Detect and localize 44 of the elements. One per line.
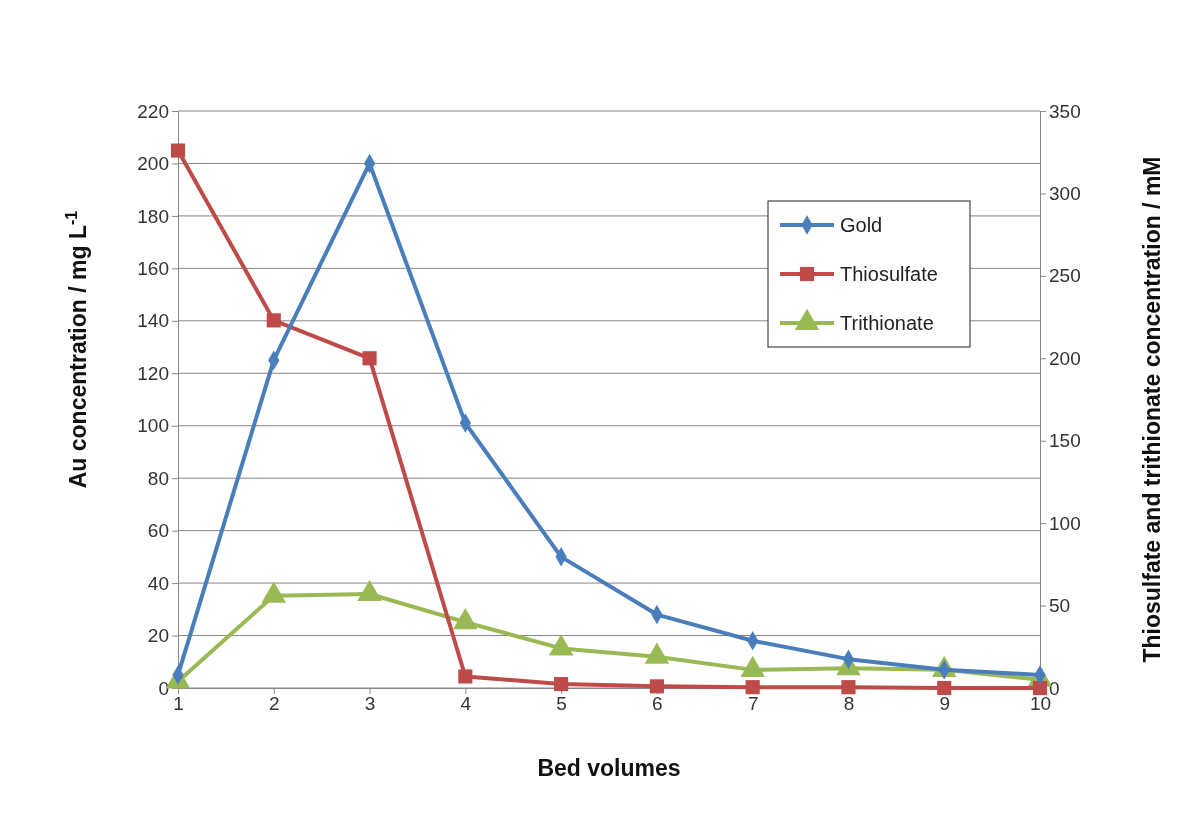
legend-label: Gold	[840, 214, 883, 236]
y2-tick-label: 350	[1049, 100, 1081, 122]
x-tick-label: 7	[747, 693, 759, 715]
y2-axis-title: Thiosulfate and trithionate concentration / mM	[1139, 156, 1165, 663]
x-tick-label: 2	[268, 693, 280, 715]
x-tick-label: 4	[460, 693, 472, 715]
y-tick-label: 180	[137, 205, 169, 227]
x-tick-label: 1	[173, 693, 184, 715]
point	[362, 351, 377, 366]
y2-tick-label: 50	[1049, 595, 1071, 617]
y2-tick-label: 150	[1049, 430, 1081, 452]
y2-tick-label: 250	[1049, 265, 1081, 287]
y-tick-label: 200	[137, 153, 169, 175]
point	[170, 143, 186, 158]
y2-tick-label: 100	[1049, 512, 1081, 534]
x-axis-title: Bed volumes	[537, 755, 681, 781]
x-tick-label: 3	[364, 693, 376, 715]
y-tick-label: 0	[158, 677, 169, 699]
x-tick-label: 8	[843, 693, 855, 715]
point	[548, 634, 574, 656]
point	[644, 642, 670, 664]
legend-label: Trithionate	[840, 312, 934, 334]
x-tick-label: 6	[652, 693, 663, 715]
y2-tick-label: 0	[1049, 677, 1060, 699]
point	[357, 579, 382, 602]
x-tick-label: 9	[939, 693, 951, 715]
y-tick-label: 20	[147, 625, 169, 647]
point	[266, 313, 281, 328]
y-tick-label: 60	[147, 520, 169, 542]
y-tick-label: 100	[137, 415, 169, 437]
y-tick-label: 40	[147, 572, 169, 594]
y2-tick-label: 300	[1049, 183, 1081, 205]
point	[261, 581, 287, 603]
y-tick-label: 120	[137, 362, 169, 384]
x-tick-label: 10	[1029, 693, 1052, 715]
y-tick-label: 140	[137, 310, 169, 332]
x-tick-label: 5	[556, 693, 567, 715]
y-tick-label: 220	[137, 100, 169, 122]
point	[740, 655, 765, 677]
y-tick-label: 80	[147, 467, 169, 489]
y2-tick-label: 200	[1049, 347, 1081, 369]
y-tick-label: 160	[137, 257, 169, 279]
legend-label: Thiosulfate	[840, 263, 938, 285]
point	[453, 607, 478, 630]
